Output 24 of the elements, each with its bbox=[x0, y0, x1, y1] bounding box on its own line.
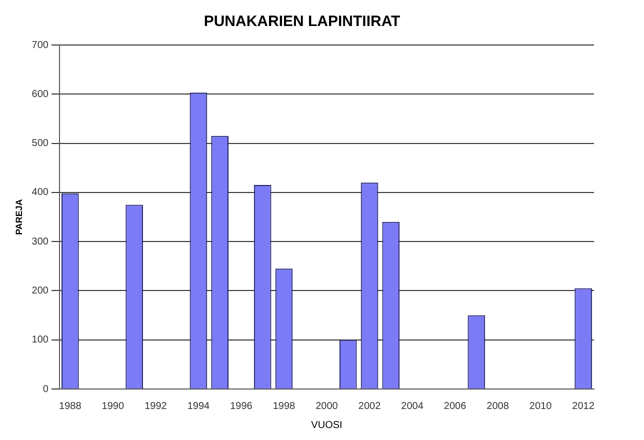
y-tick-label: 600 bbox=[32, 88, 49, 100]
y-tick-label: 400 bbox=[32, 187, 49, 198]
y-tick-label: 700 bbox=[32, 40, 49, 51]
x-tick-label: 1996 bbox=[230, 400, 253, 412]
x-tick-label: 2002 bbox=[358, 400, 382, 412]
x-tick-label: 1990 bbox=[102, 400, 124, 412]
x-tick-label: 2000 bbox=[316, 400, 338, 412]
y-tick-label: 0 bbox=[42, 384, 49, 395]
y-tick-label: 200 bbox=[32, 285, 49, 296]
x-axis-title: VUOSI bbox=[311, 420, 342, 431]
chart-title: PUNAKARIEN LAPINTIIRAT bbox=[204, 13, 400, 30]
x-tick-label: 2004 bbox=[401, 400, 424, 412]
y-tick-label: 300 bbox=[32, 236, 49, 248]
x-tick-label: 2006 bbox=[444, 400, 467, 412]
x-tick-label: 2008 bbox=[486, 400, 510, 412]
y-axis-title: PAREJA bbox=[14, 198, 24, 235]
x-tick-label: 1988 bbox=[59, 400, 82, 412]
x-tick-label: 1994 bbox=[187, 400, 210, 412]
y-tick-label: 500 bbox=[32, 138, 49, 150]
x-tick-label: 2010 bbox=[529, 400, 552, 412]
x-tick-label: 1998 bbox=[272, 400, 296, 412]
y-tick-label: 100 bbox=[32, 334, 49, 346]
x-tick-label: 2012 bbox=[572, 400, 595, 412]
x-tick-label: 1992 bbox=[144, 400, 168, 412]
